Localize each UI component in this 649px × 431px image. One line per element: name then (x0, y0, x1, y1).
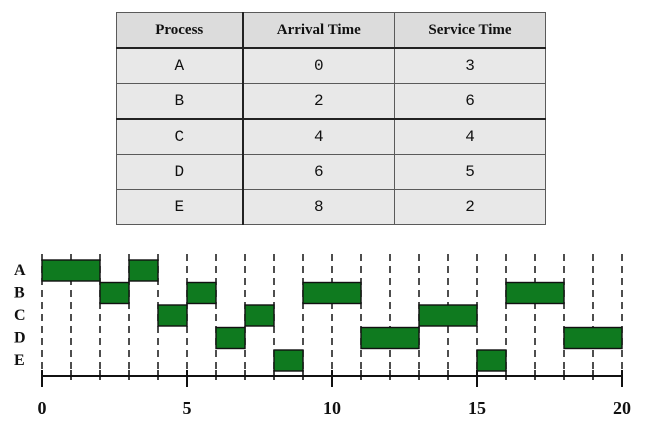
tick-label: 15 (468, 398, 486, 418)
slice-a (128, 259, 159, 282)
slice-d (215, 326, 246, 350)
cell-service: 5 (394, 154, 546, 190)
table-header-row: Process Arrival Time Service Time (116, 12, 546, 49)
slice-d (563, 326, 623, 350)
slice-c (157, 304, 188, 327)
cell-service: 6 (394, 83, 546, 120)
tick-label: 0 (38, 398, 47, 418)
cell-process: A (116, 47, 243, 84)
slice-b (505, 281, 565, 305)
cell-process: D (116, 154, 243, 190)
process-table: Process Arrival Time Service Time A 0 3 … (116, 12, 546, 225)
slice-c (244, 304, 275, 327)
row-label-a: A (14, 262, 26, 279)
cell-process: B (116, 83, 243, 120)
header-process: Process (116, 12, 243, 49)
cell-arrival: 0 (241, 47, 395, 84)
cell-arrival: 2 (241, 83, 395, 120)
cell-service: 4 (394, 118, 546, 155)
tick-label: 5 (183, 398, 192, 418)
cell-arrival: 8 (241, 189, 395, 225)
slice-d (360, 326, 420, 350)
tick-label: 10 (323, 398, 341, 418)
row-label-e: E (14, 352, 25, 369)
cell-process: E (116, 189, 243, 225)
slice-b (99, 281, 130, 305)
tick-label: 20 (613, 398, 631, 418)
table-row: C 4 4 (116, 118, 546, 155)
cell-service: 3 (394, 47, 546, 84)
slice-e (476, 349, 507, 372)
table-row: A 0 3 (116, 47, 546, 84)
row-label-b: B (14, 285, 25, 302)
cell-arrival: 4 (241, 118, 395, 155)
cell-arrival: 6 (241, 154, 395, 190)
slice-b (186, 281, 217, 305)
slice-a (41, 259, 101, 282)
cell-process: C (116, 118, 243, 155)
slice-b (302, 281, 362, 305)
row-label-d: D (14, 330, 26, 347)
table-row: B 2 6 (116, 83, 546, 120)
slice-e (273, 349, 304, 372)
cell-service: 2 (394, 189, 546, 225)
header-service-time: Service Time (394, 12, 546, 49)
row-label-c: C (14, 307, 26, 324)
table-row: E 8 2 (116, 189, 546, 225)
header-arrival-time: Arrival Time (241, 12, 395, 49)
table-row: D 6 5 (116, 154, 546, 190)
slice-c (418, 304, 478, 327)
